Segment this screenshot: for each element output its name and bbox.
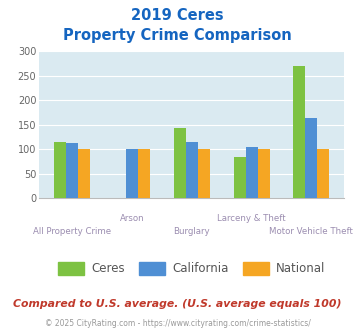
Bar xyxy=(246,147,257,198)
Text: Burglary: Burglary xyxy=(173,227,210,236)
Bar xyxy=(198,148,210,198)
Text: Arson: Arson xyxy=(120,214,144,223)
Bar xyxy=(138,148,150,198)
Bar xyxy=(174,128,186,198)
Text: Motor Vehicle Theft: Motor Vehicle Theft xyxy=(269,227,353,236)
Text: All Property Crime: All Property Crime xyxy=(33,227,111,236)
Legend: Ceres, California, National: Ceres, California, National xyxy=(54,257,330,280)
Text: Property Crime Comparison: Property Crime Comparison xyxy=(63,28,292,43)
Bar xyxy=(126,148,138,198)
Bar xyxy=(186,142,198,198)
Text: 2019 Ceres: 2019 Ceres xyxy=(131,8,224,23)
Bar xyxy=(317,148,329,198)
Text: Larceny & Theft: Larceny & Theft xyxy=(217,214,286,223)
Bar xyxy=(257,148,269,198)
Bar xyxy=(78,148,90,198)
Bar xyxy=(54,142,66,198)
Bar xyxy=(305,118,317,198)
Bar xyxy=(234,157,246,198)
Text: Compared to U.S. average. (U.S. average equals 100): Compared to U.S. average. (U.S. average … xyxy=(13,299,342,309)
Text: © 2025 CityRating.com - https://www.cityrating.com/crime-statistics/: © 2025 CityRating.com - https://www.city… xyxy=(45,319,310,328)
Bar xyxy=(66,143,78,198)
Bar xyxy=(294,66,305,198)
